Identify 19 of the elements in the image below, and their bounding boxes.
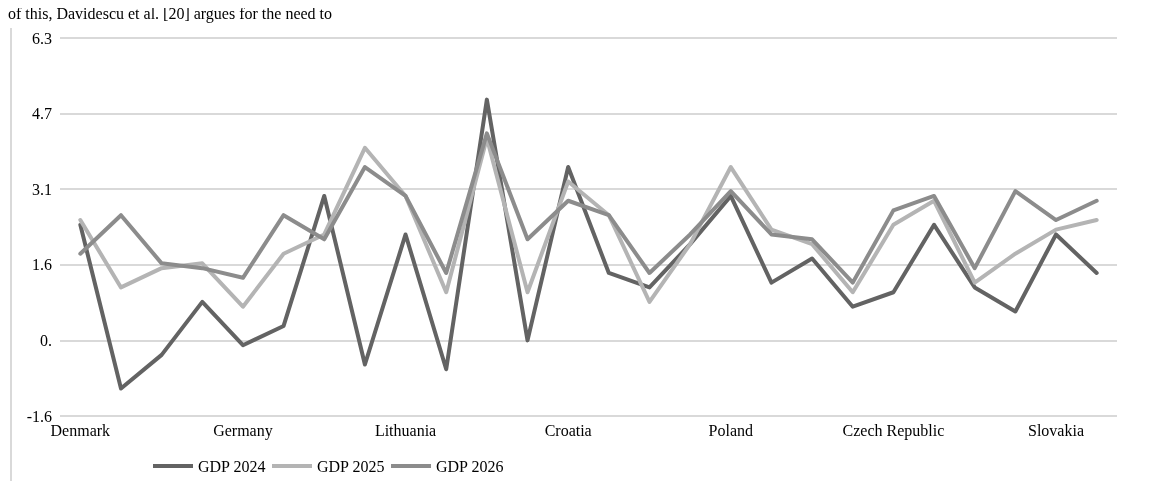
text: of this, Davidescu et al. [20] argues for the need to: [8, 4, 333, 23]
line-series: [78, 131, 1099, 285]
x-tick-label: Lithuania: [374, 421, 437, 439]
y-tick-label: 1.6: [32, 256, 52, 274]
line-series: [78, 97, 1099, 391]
y-tick-label: 4.7: [32, 105, 52, 123]
x-tick-label: Poland: [708, 421, 754, 439]
y-tick-label: -1.6: [26, 407, 52, 425]
y-tick-label: 6.3: [32, 29, 52, 47]
x-tick-label: Slovakia: [1028, 421, 1085, 439]
legend-label: GDP 2024: [198, 457, 266, 475]
legend-label: GDP 2025: [317, 457, 385, 475]
legend-label: GDP 2026: [436, 457, 504, 475]
x-tick-label: Croatia: [544, 421, 592, 439]
x-tick-label: Denmark: [50, 421, 111, 439]
y-tick-label: 0.: [40, 331, 52, 349]
x-tick-label: Czech Republic: [842, 421, 945, 440]
x-tick-label: Germany: [213, 421, 273, 440]
y-tick-label: 3.1: [32, 180, 52, 198]
